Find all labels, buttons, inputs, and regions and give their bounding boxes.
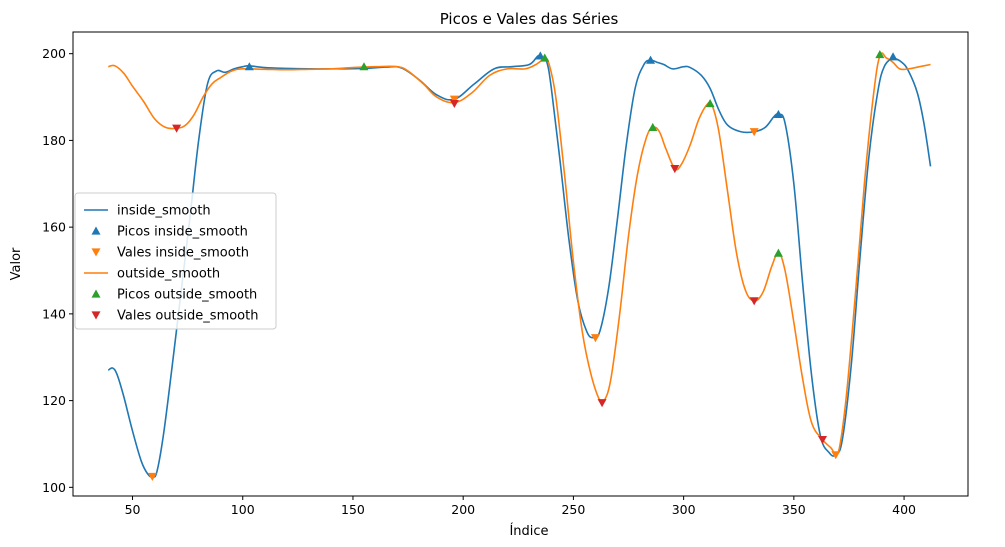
marker-vales-inside-smooth [449,95,459,104]
legend-label-picos-inside-smooth: Picos inside_smooth [117,225,248,240]
y-tick-label: 120 [42,393,66,408]
x-tick-label: 350 [782,502,806,517]
legend-swatch-vales-inside-smooth [91,248,101,257]
x-tick-label: 400 [892,502,916,517]
marker-vales-outside-smooth [449,99,459,109]
marker-picos-inside-smooth [888,52,898,61]
legend-label-picos-outside-smooth: Picos outside_smooth [117,288,257,303]
x-tick-label: 250 [561,502,585,517]
marker-picos-outside-smooth [773,248,783,257]
marker-vales-inside-smooth [590,334,600,343]
x-tick-label: 200 [451,502,475,517]
series-line-outside-smooth [108,52,931,456]
y-axis: 100 120 140 160 180 200 [42,46,73,495]
legend-label-inside-smooth: inside_smooth [117,204,211,219]
y-tick-label: 100 [42,480,66,495]
marker-picos-inside-smooth [646,55,656,64]
marker-vales-outside-smooth [172,124,182,133]
legend-swatch-vales-outside-smooth [91,311,101,320]
marker-picos-inside-smooth [244,62,254,71]
y-tick-label: 140 [42,306,66,321]
marker-picos-outside-smooth [705,99,715,108]
marker-picos-outside-smooth [540,53,550,62]
x-tick-label: 50 [125,502,141,517]
legend: inside_smooth Picos inside_smooth Vales in… [74,192,277,330]
legend-label-outside-smooth: outside_smooth [117,267,220,282]
marker-picos-outside-smooth [359,62,369,71]
marker-picos-outside-smooth [648,122,658,132]
legend-swatch-picos-outside-smooth [91,289,101,298]
y-tick-label: 160 [42,220,66,235]
chart-title: Picos e Vales das Séries [440,10,619,28]
plot-area [107,50,932,481]
legend-label-vales-outside-smooth: Vales outside_smooth [117,309,258,324]
marker-vales-outside-smooth [597,399,607,408]
plot-frame [72,31,969,497]
marker-picos-inside-smooth [773,109,783,118]
x-axis-label: Índice [509,523,548,539]
marker-vales-inside-smooth [147,472,157,481]
x-tick-label: 300 [672,502,696,517]
y-axis-label: Valor [9,247,24,280]
y-tick-label: 180 [42,133,66,148]
marker-picos-outside-smooth [875,50,885,59]
x-axis: 50 100 150 200 250 300 350 400 [125,496,916,517]
y-tick-label: 200 [42,46,66,61]
marker-vales-outside-smooth [749,297,759,306]
series-line-inside-smooth [107,54,932,478]
marker-vales-inside-smooth [831,451,841,460]
legend-label-vales-inside-smooth: Vales inside_smooth [117,246,249,261]
x-tick-label: 150 [341,502,365,517]
marker-vales-outside-smooth [818,436,828,445]
legend-swatch-picos-inside-smooth [91,226,101,235]
legend-frame [74,192,277,330]
marker-vales-outside-smooth [670,164,680,174]
marker-vales-inside-smooth [749,128,759,137]
x-tick-label: 100 [231,502,255,517]
